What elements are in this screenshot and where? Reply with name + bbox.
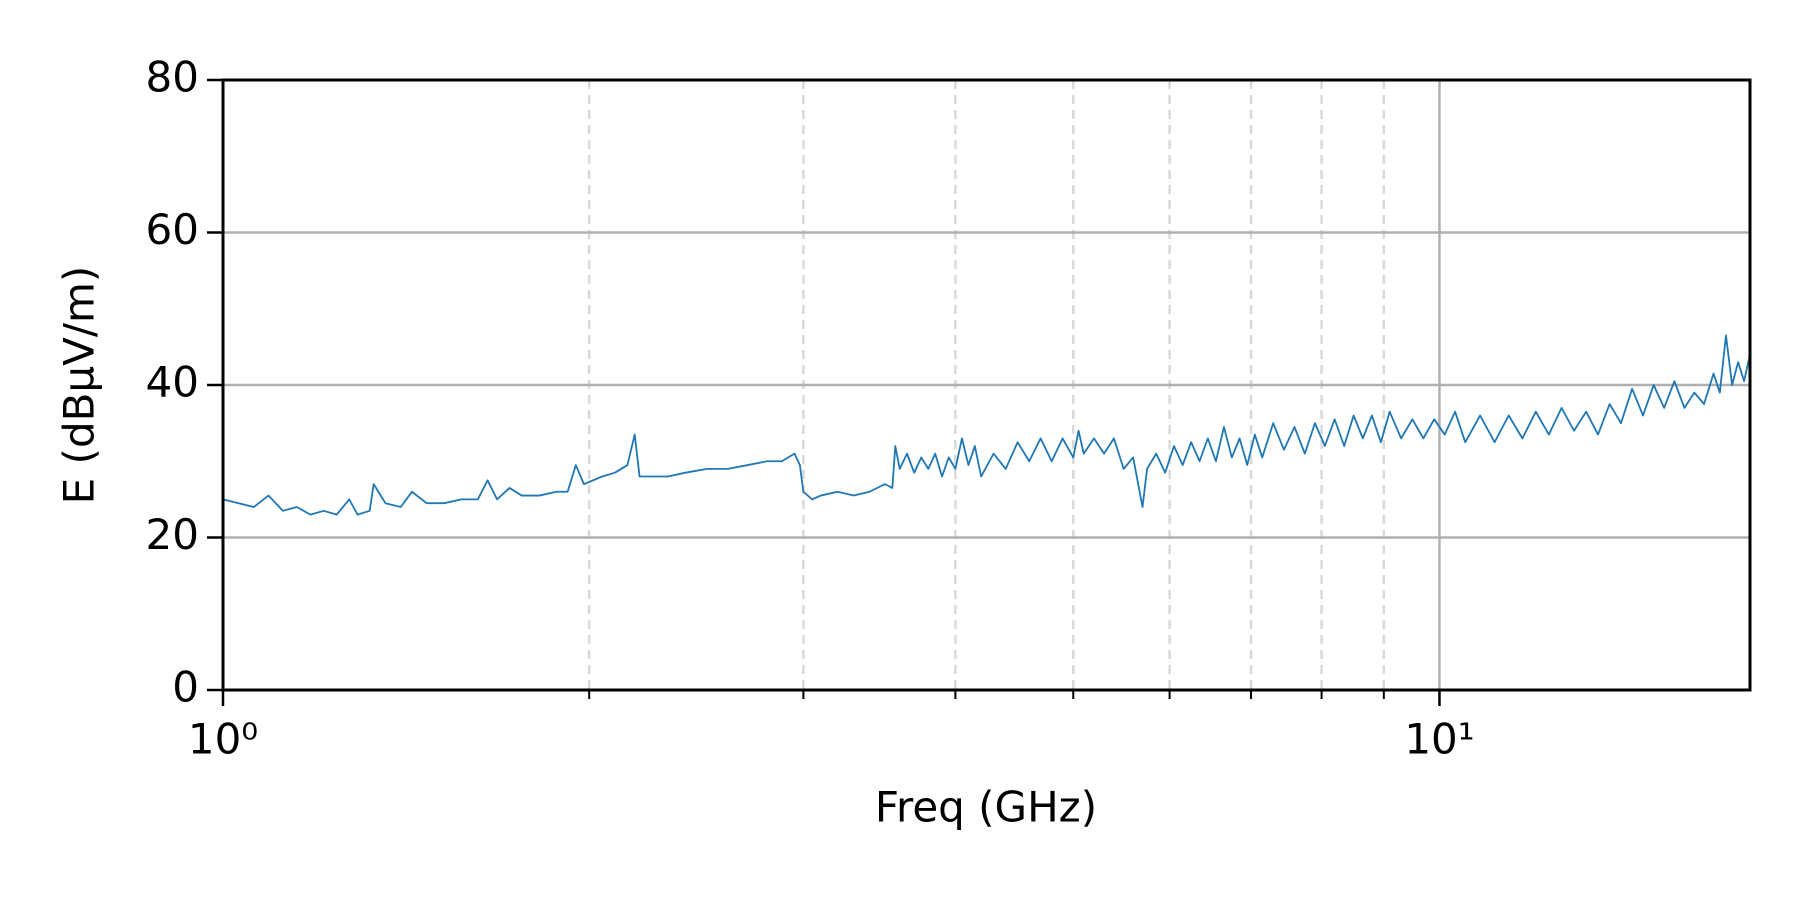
y-tick-label: 80 (146, 53, 199, 102)
y-tick-label: 40 (146, 358, 199, 407)
x-tick-label: 10¹ (1404, 715, 1474, 764)
x-tick-label: 10⁰ (188, 715, 258, 764)
x-axis-label: Freq (GHz) (875, 783, 1097, 832)
plot-frame (221, 78, 1752, 692)
data-line (222, 334, 1751, 516)
y-axis-label: E (dBµV/m) (55, 266, 104, 505)
y-tick-label: 0 (172, 663, 199, 712)
y-tick-label: 60 (146, 205, 199, 254)
y-tick-label: 20 (146, 510, 199, 559)
